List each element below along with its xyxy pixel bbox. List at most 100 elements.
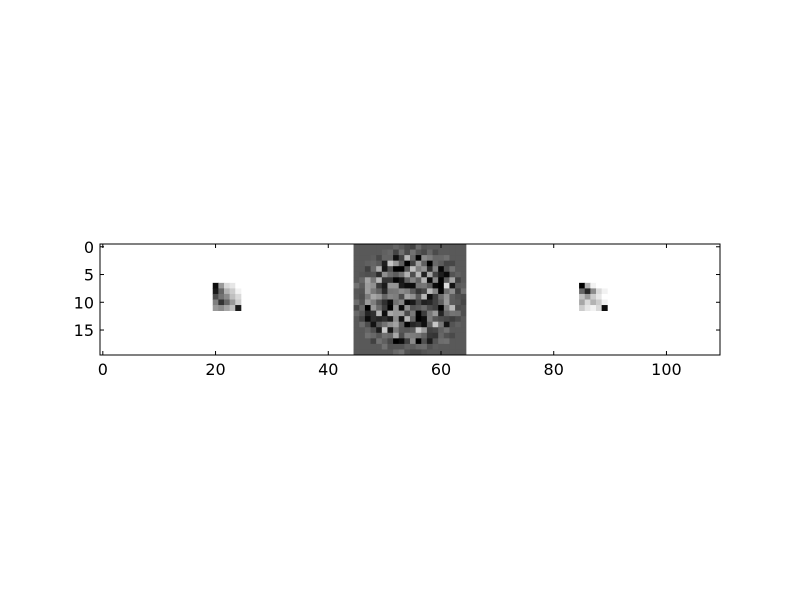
heatmap-cell [387, 305, 394, 311]
heatmap-cell [432, 277, 439, 284]
heatmap-cell [410, 255, 417, 262]
heatmap-cell [404, 349, 411, 356]
heatmap-cell [443, 316, 450, 323]
heatmap-cell [426, 343, 433, 350]
heatmap-cell [449, 327, 456, 334]
heatmap-cell [235, 305, 242, 311]
heatmap-cell [421, 310, 428, 317]
heatmap-cell [393, 249, 400, 256]
heatmap-cell [364, 271, 371, 278]
heatmap-cell [596, 305, 603, 311]
heatmap-cell [404, 310, 411, 317]
heatmap-cell [364, 305, 371, 311]
heatmap-cell [212, 282, 219, 289]
heatmap-cell [404, 316, 411, 323]
heatmap-cell [415, 271, 422, 278]
heatmap-cell [455, 293, 462, 300]
heatmap-cell [455, 310, 462, 317]
heatmap-cell [376, 288, 383, 295]
heatmap-cell [364, 282, 371, 289]
heatmap-cell [438, 288, 445, 295]
heatmap-cell [579, 293, 586, 300]
heatmap-cell [393, 338, 400, 345]
heatmap-cell [410, 349, 417, 356]
heatmap-cell [415, 277, 422, 284]
heatmap-cell [590, 288, 597, 295]
heatmap-cell [376, 316, 383, 323]
heatmap-cell [443, 310, 450, 317]
heatmap-cell [590, 305, 597, 311]
heatmap-cell [455, 277, 462, 284]
heatmap-cell [398, 310, 405, 317]
x-tick-label: 40 [318, 360, 338, 379]
heatmap-cell [364, 293, 371, 300]
heatmap-cell [404, 327, 411, 334]
heatmap-cell [415, 288, 422, 295]
heatmap-cell [415, 305, 422, 311]
heatmap-cell [353, 293, 360, 300]
heatmap-cell [432, 316, 439, 323]
heatmap-cell [393, 343, 400, 350]
heatmap-cell [426, 249, 433, 256]
heatmap-cell [370, 310, 377, 317]
heatmap-cell [584, 293, 591, 300]
heatmap-cell [387, 249, 394, 256]
heatmap-cell [438, 255, 445, 262]
heatmap-cell [224, 299, 231, 306]
heatmap-cell [443, 327, 450, 334]
heatmap-cell [393, 310, 400, 317]
heatmap-cell [438, 249, 445, 256]
heatmap-cell [426, 288, 433, 295]
heatmap-cell [421, 244, 428, 250]
heatmap-cell [443, 293, 450, 300]
heatmap-cell [438, 271, 445, 278]
heatmap-cell [432, 255, 439, 262]
heatmap-cell [224, 305, 231, 311]
heatmap-cell [376, 293, 383, 300]
heatmap-cell [353, 282, 360, 289]
heatmap-cell [398, 316, 405, 323]
heatmap-cell [364, 316, 371, 323]
heatmap-cell [449, 266, 456, 273]
heatmap-cell [426, 316, 433, 323]
heatmap-cell [460, 244, 467, 250]
heatmap-cell [455, 244, 462, 250]
heatmap-cell [449, 338, 456, 345]
heatmap-cell [590, 282, 597, 289]
heatmap-cell [410, 316, 417, 323]
heatmap-cell [353, 321, 360, 328]
heatmap-cell [601, 305, 608, 311]
heatmap-cell [449, 277, 456, 284]
heatmap-cell [421, 321, 428, 328]
heatmap-cell [421, 288, 428, 295]
heatmap-cell [601, 282, 608, 289]
heatmap-cell [393, 282, 400, 289]
heatmap-cell [218, 288, 225, 295]
heatmap-cell [235, 299, 242, 306]
heatmap-cell [398, 282, 405, 289]
heatmap-cell [421, 266, 428, 273]
heatmap-cell [455, 338, 462, 345]
heatmap-cell [404, 271, 411, 278]
heatmap-cell [387, 310, 394, 317]
heatmap-cell [443, 338, 450, 345]
heatmap-cell [455, 316, 462, 323]
heatmap-cell [359, 316, 366, 323]
heatmap-cell [353, 244, 360, 250]
heatmap-cell [455, 349, 462, 356]
heatmap-cell [376, 332, 383, 339]
heatmap-cell [381, 310, 388, 317]
heatmap-cell [398, 255, 405, 262]
heatmap-cell [370, 338, 377, 345]
heatmap-cell [393, 244, 400, 250]
heatmap-cell [229, 293, 236, 300]
heatmap-cell [387, 327, 394, 334]
heatmap-cell [370, 282, 377, 289]
heatmap-cell [443, 271, 450, 278]
heatmap-cell [410, 305, 417, 311]
heatmap-cell [359, 249, 366, 256]
heatmap-cell [426, 244, 433, 250]
heatmap-cell [404, 260, 411, 267]
heatmap-cell [370, 249, 377, 256]
heatmap-cell [449, 282, 456, 289]
